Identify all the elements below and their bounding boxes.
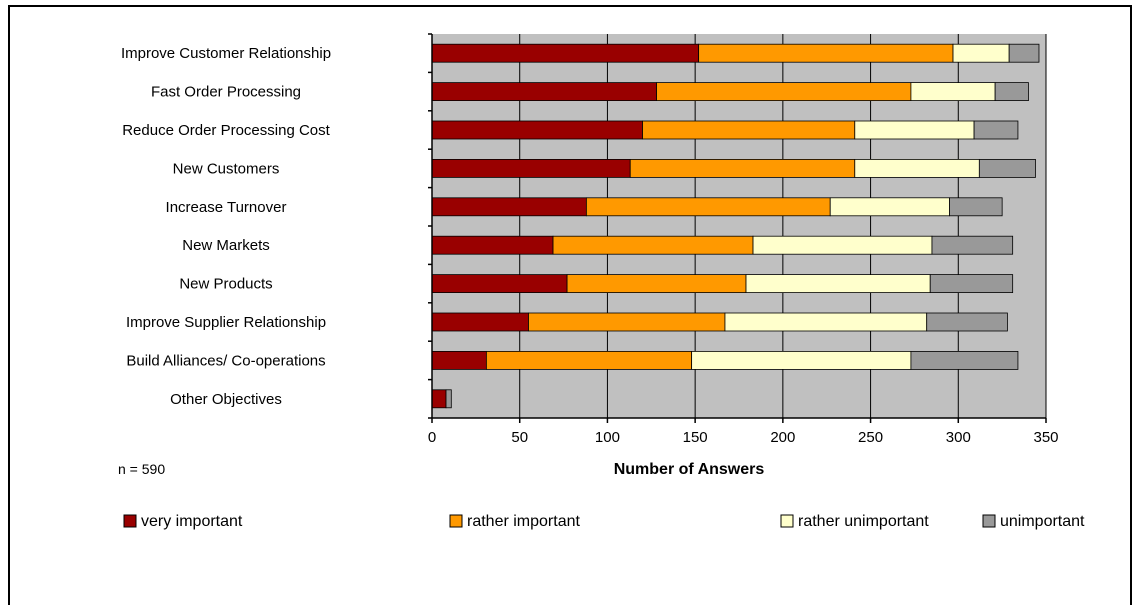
legend-label-0: very important bbox=[141, 513, 243, 530]
category-label-9: Other Objectives bbox=[170, 391, 282, 408]
bar-3-5 bbox=[931, 235, 1014, 255]
bar-3-8 bbox=[910, 350, 1019, 370]
bar-2-3 bbox=[854, 158, 980, 178]
chart-frame bbox=[8, 5, 1132, 605]
legend: very important rather important rather uni… bbox=[123, 513, 1085, 530]
bar-1-3 bbox=[629, 158, 856, 178]
x-tick-label-0: 0 bbox=[428, 429, 436, 446]
category-label-0: Improve Customer Relationship bbox=[121, 45, 331, 62]
legend-label-1: rather important bbox=[467, 513, 580, 530]
bar-3-9 bbox=[445, 389, 452, 409]
bar-2-5 bbox=[752, 235, 933, 255]
x-tick-label-150: 150 bbox=[683, 429, 708, 446]
x-tick-label-350: 350 bbox=[1033, 429, 1058, 446]
bar-0-1 bbox=[431, 82, 657, 101]
x-tick-label-300: 300 bbox=[946, 429, 971, 446]
bar-1-5 bbox=[552, 235, 754, 255]
bar-0-7 bbox=[431, 312, 529, 332]
bar-0-0 bbox=[431, 43, 700, 63]
category-label-1: Fast Order Processing bbox=[151, 84, 301, 101]
bar-3-0 bbox=[1008, 43, 1040, 63]
x-tick-labels: 0 50 100 150 200 250 300 350 bbox=[428, 429, 1059, 446]
legend-swatch-0 bbox=[123, 514, 137, 528]
axes bbox=[428, 33, 1047, 423]
bar-2-1 bbox=[910, 82, 996, 101]
x-tick-label-100: 100 bbox=[595, 429, 620, 446]
legend-swatch-3 bbox=[982, 514, 996, 528]
bar-0-6 bbox=[431, 274, 568, 294]
legend-label-2: rather unimportant bbox=[798, 513, 929, 530]
bar-1-1 bbox=[656, 82, 912, 101]
bar-1-4 bbox=[585, 197, 831, 217]
sample-size-note: n = 590 bbox=[118, 461, 165, 477]
bar-0-9 bbox=[431, 389, 447, 409]
bar-2-6 bbox=[745, 274, 931, 294]
bar-2-2 bbox=[854, 120, 975, 140]
x-tick-label-200: 200 bbox=[770, 429, 795, 446]
category-label-4: Increase Turnover bbox=[166, 199, 287, 216]
bar-3-6 bbox=[929, 274, 1014, 294]
bar-2-7 bbox=[724, 312, 928, 332]
legend-label-3: unimportant bbox=[1000, 513, 1085, 530]
x-axis-title: Number of Answers bbox=[614, 461, 765, 478]
bar-2-8 bbox=[691, 350, 912, 370]
bar-0-5 bbox=[431, 235, 554, 255]
bar-0-8 bbox=[431, 350, 487, 370]
category-label-5: New Markets bbox=[182, 237, 270, 254]
bar-1-0 bbox=[698, 43, 954, 63]
bar-1-7 bbox=[528, 312, 726, 332]
bar-3-2 bbox=[973, 120, 1019, 140]
category-label-3: New Customers bbox=[173, 160, 280, 177]
bar-2-0 bbox=[952, 43, 1010, 63]
category-labels: Improve Customer Relationship Fast Order … bbox=[121, 45, 331, 408]
bar-3-7 bbox=[926, 312, 1008, 332]
bars bbox=[431, 43, 1040, 409]
bar-3-4 bbox=[949, 197, 1003, 217]
bar-0-3 bbox=[431, 158, 631, 178]
bar-1-8 bbox=[485, 350, 693, 370]
category-label-6: New Products bbox=[179, 276, 272, 293]
category-label-7: Improve Supplier Relationship bbox=[126, 314, 326, 331]
bar-2-4 bbox=[829, 197, 950, 217]
legend-swatch-1 bbox=[449, 514, 463, 528]
bar-0-4 bbox=[431, 197, 587, 217]
bar-3-1 bbox=[994, 82, 1029, 101]
legend-swatch-2 bbox=[780, 514, 794, 528]
bar-0-2 bbox=[431, 120, 643, 140]
bar-1-6 bbox=[566, 274, 747, 294]
category-label-2: Reduce Order Processing Cost bbox=[122, 122, 330, 139]
x-tick-label-250: 250 bbox=[858, 429, 883, 446]
x-tick-label-50: 50 bbox=[511, 429, 528, 446]
bar-1-2 bbox=[642, 120, 856, 140]
category-label-8: Build Alliances/ Co-operations bbox=[126, 352, 325, 369]
stacked-bar-chart: Improve Customer Relationship Fast Order … bbox=[118, 33, 1085, 530]
bar-3-3 bbox=[978, 158, 1036, 178]
